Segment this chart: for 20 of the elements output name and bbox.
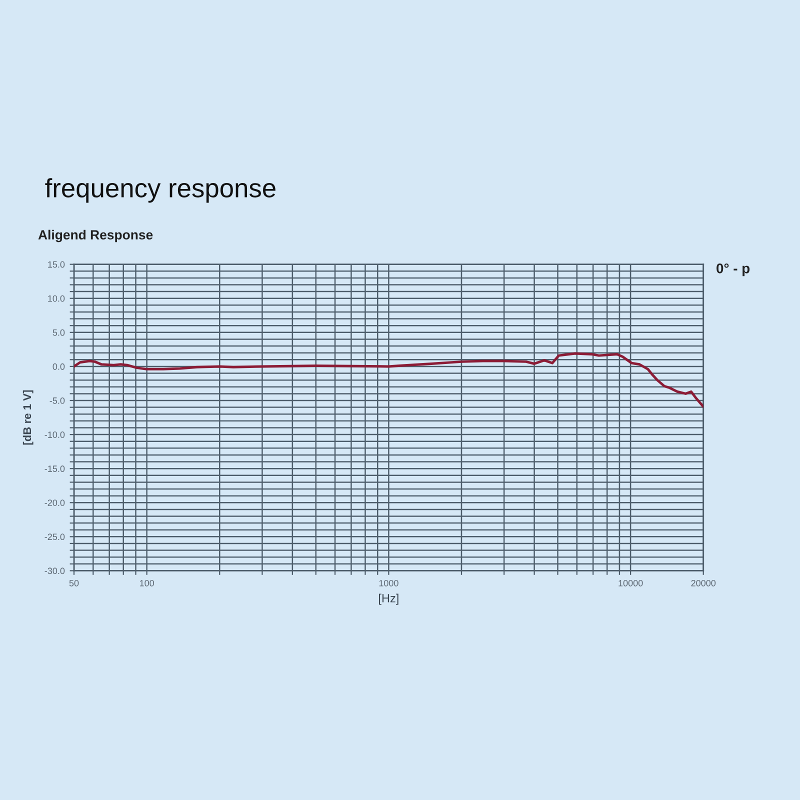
y-tick-label: -15.0 bbox=[44, 466, 65, 472]
y-tick-label: -5.0 bbox=[50, 397, 65, 404]
y-tick-label: -10.0 bbox=[44, 432, 65, 438]
y-tick-label: -30.0 bbox=[44, 568, 65, 574]
x-axis-title: [Hz] bbox=[379, 594, 398, 605]
y-tick-label: -25.0 bbox=[44, 534, 65, 540]
x-tick-label: 10000 bbox=[618, 580, 643, 586]
chart-title: frequency response bbox=[45, 178, 276, 203]
x-tick-label: 20000 bbox=[691, 580, 716, 586]
y-tick-label: 15.0 bbox=[48, 261, 65, 268]
y-axis-title: [dB re 1 V] bbox=[22, 390, 34, 445]
y-tick-label: 10.0 bbox=[48, 295, 65, 302]
y-tick-label: -20.0 bbox=[44, 500, 65, 506]
chart-subtitle: Aligend Response bbox=[38, 230, 153, 242]
y-tick-label: 5.0 bbox=[52, 329, 65, 336]
x-tick-label: 100 bbox=[140, 580, 154, 586]
text: 0° - p bbox=[716, 263, 750, 276]
x-tick-label: 50 bbox=[69, 580, 79, 586]
x-tick-label: 1000 bbox=[379, 580, 398, 586]
y-tick-label: 0.0 bbox=[52, 363, 65, 370]
